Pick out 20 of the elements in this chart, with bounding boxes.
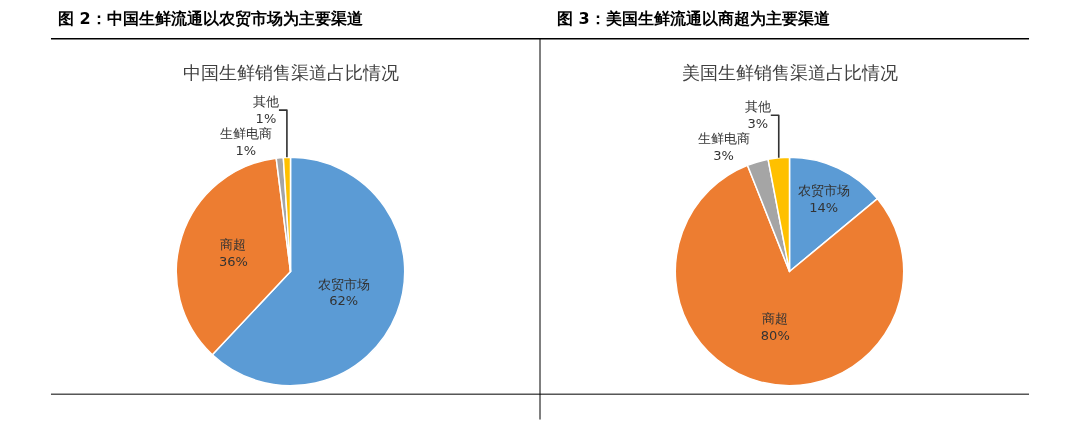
slice-label: 农贸市场	[797, 183, 850, 199]
slice-label: 农贸市场	[317, 276, 370, 292]
chart-title: 图 3：美国生鲜流通以商超为主要渠道	[557, 9, 831, 28]
slice-label: 商超	[762, 310, 789, 326]
data-label: 1%	[235, 142, 257, 158]
slice-label: 商超	[220, 237, 247, 253]
chart-title: 图 2：中国生鲜流通以农贸市场为主要渠道	[58, 9, 364, 28]
chart-subtitle: 美国生鲜销售渠道占比情况	[682, 62, 898, 83]
data-label: 3%	[747, 116, 769, 132]
data-label: 3%	[713, 148, 734, 164]
slice-label: 生鲜电商	[697, 131, 750, 147]
data-label: 1%	[255, 111, 277, 127]
slice-label: 其他	[252, 94, 279, 110]
data-label: 62%	[329, 293, 359, 309]
data-label: 14%	[809, 199, 839, 215]
slice-label: 生鲜电商	[219, 126, 272, 142]
data-label: 36%	[219, 253, 248, 269]
slice-label: 其他	[744, 99, 771, 115]
data-label: 80%	[760, 327, 790, 343]
chart-subtitle: 中国生鲜销售渠道占比情况	[183, 62, 399, 83]
